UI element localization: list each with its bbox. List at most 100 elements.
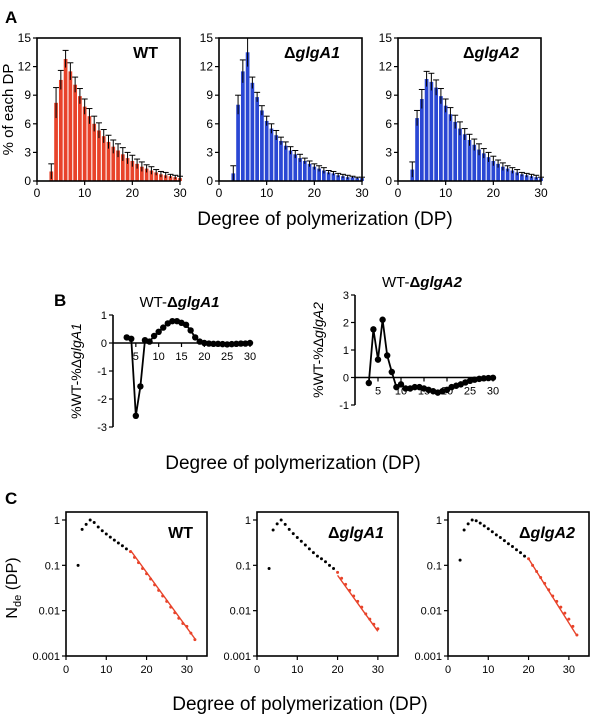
chart-title: WT — [168, 525, 193, 542]
y-tick-label: 0 — [24, 174, 31, 188]
bar — [92, 123, 97, 181]
x-axis-title-c: Degree of polymerization (DP) — [172, 694, 428, 715]
data-point — [155, 328, 162, 335]
y-tick-label: 6 — [385, 117, 392, 131]
data-point — [379, 316, 386, 323]
bar — [415, 118, 419, 181]
bar — [336, 175, 341, 181]
x-tick-label: 15 — [175, 351, 187, 363]
y-tick-label: 3 — [206, 145, 213, 159]
data-point — [519, 551, 523, 555]
bar — [87, 116, 92, 181]
data-point — [523, 554, 527, 558]
data-point — [480, 375, 487, 382]
data-point — [319, 557, 323, 561]
plot-frame — [447, 511, 590, 657]
data-point — [502, 539, 506, 543]
bar — [288, 150, 293, 181]
y-tick-label: 9 — [385, 88, 392, 102]
y-tick-label: 15 — [379, 31, 393, 45]
bar — [101, 136, 106, 181]
y-axis-title: Nde (DP) — [4, 557, 24, 618]
data-point — [271, 528, 275, 532]
data-point — [84, 522, 88, 526]
bar — [424, 78, 429, 181]
x-tick-label: 20 — [308, 186, 322, 200]
bar — [63, 58, 68, 182]
bar — [255, 97, 259, 181]
y-tick-label: 6 — [206, 117, 213, 131]
data-point — [112, 538, 116, 542]
bar — [529, 176, 534, 181]
data-point — [100, 529, 104, 533]
data-point — [411, 383, 418, 391]
x-tick-label: 10 — [291, 664, 303, 676]
y-tick-label: 0 — [343, 373, 349, 385]
panel-label-c: C — [5, 489, 17, 508]
data-point — [567, 617, 571, 621]
y-tick-label: -1 — [97, 366, 107, 378]
bar — [269, 128, 274, 181]
y-tick-label: 12 — [379, 60, 393, 74]
x-tick-label: 5 — [133, 351, 139, 363]
chart-title: ΔglgA1 — [284, 45, 340, 62]
bar — [312, 166, 317, 181]
bar — [240, 71, 245, 181]
data-point — [96, 525, 100, 529]
y-tick-label: 0.001 — [32, 651, 60, 663]
x-tick-label: 20 — [522, 664, 534, 676]
x-tick-label: 10 — [439, 186, 453, 200]
data-point — [228, 340, 235, 348]
y-tick-label: 3 — [385, 145, 392, 159]
x-tick-label: 0 — [254, 664, 260, 676]
y-tick-label: 0 — [101, 338, 107, 350]
data-point — [311, 551, 315, 555]
bar — [510, 170, 515, 181]
y-tick-label: 1 — [245, 515, 251, 527]
data-point — [267, 567, 271, 571]
y-tick-label: 15 — [18, 31, 32, 45]
data-point — [275, 522, 279, 526]
bar — [298, 158, 302, 181]
bar — [307, 163, 312, 181]
data-point — [397, 381, 405, 388]
data-point — [486, 527, 490, 531]
y-tick-label: 12 — [18, 60, 32, 74]
y-tick-label: 0.01 — [39, 606, 60, 618]
bar — [496, 163, 500, 181]
x-tick-label: 30 — [563, 664, 575, 676]
y-tick-label: 0 — [385, 174, 392, 188]
data-point — [223, 341, 231, 348]
chart-title: WT-ΔglgA1 — [140, 294, 220, 311]
bar — [524, 175, 529, 181]
data-point — [124, 547, 128, 551]
bar-chart-a3: 0 3 6 9 12 15 0 10 20 30 ΔglgA2 — [379, 31, 548, 200]
bar — [106, 141, 111, 181]
y-tick-label: 1 — [436, 515, 442, 527]
data-point — [462, 528, 466, 532]
bar — [302, 160, 307, 181]
data-point — [214, 340, 222, 348]
data-point — [315, 554, 319, 558]
y-tick-label: 0.1 — [427, 560, 442, 572]
data-point — [295, 536, 299, 540]
chart-title: ΔglgA2 — [463, 45, 519, 62]
bar — [491, 160, 496, 181]
x-tick-label: 20 — [198, 351, 210, 363]
data-point — [192, 334, 199, 341]
x-tick-label: 10 — [78, 186, 92, 200]
bar — [486, 157, 491, 181]
y-tick-label: 0.1 — [236, 560, 251, 572]
x-tick-label: 20 — [331, 664, 343, 676]
data-point — [370, 326, 377, 333]
data-point — [489, 374, 497, 381]
x-tick-label: 30 — [487, 386, 499, 398]
x-tick-label: 20 — [126, 186, 140, 200]
bar — [434, 87, 438, 181]
data-point — [299, 539, 303, 543]
y-tick-label: 0.01 — [421, 606, 442, 618]
x-tick-label: 30 — [173, 186, 187, 200]
